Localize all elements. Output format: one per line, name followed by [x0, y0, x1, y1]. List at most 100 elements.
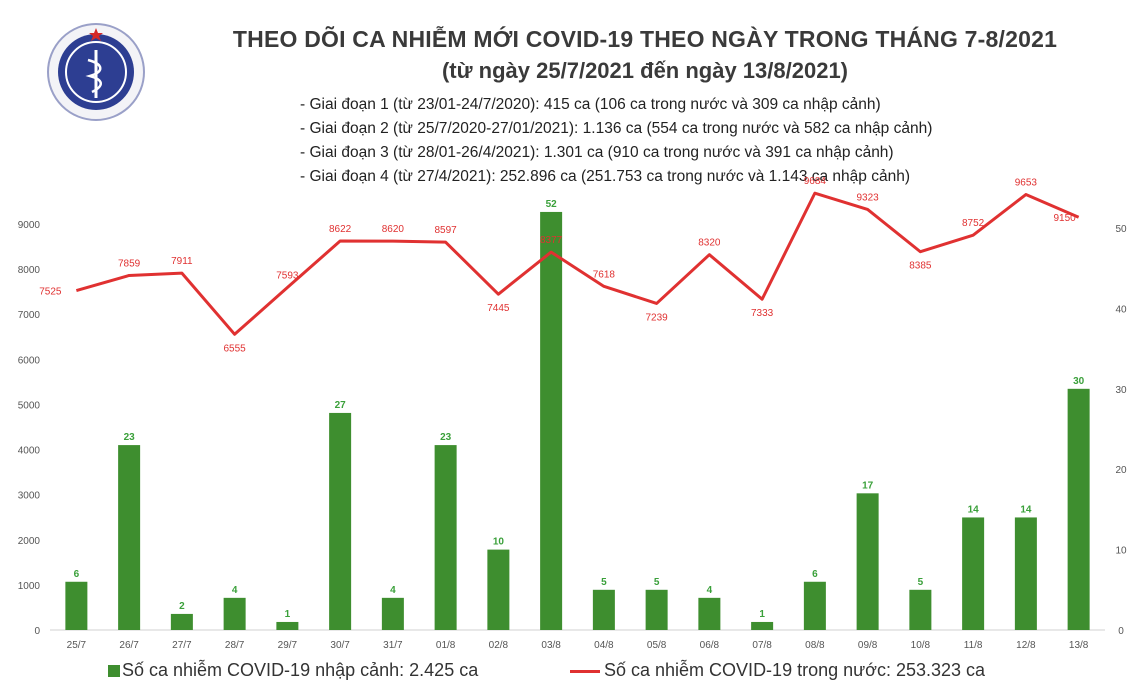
bar-31/7	[381, 597, 404, 630]
bar-27/7	[170, 613, 193, 630]
y-right-tick-3: 30	[1115, 385, 1127, 396]
y-left-tick-1: 1000	[18, 581, 41, 592]
bar-label-29/7: 1	[285, 609, 291, 620]
legend-line-swatch	[570, 669, 600, 673]
x-tick-07/8: 07/8	[752, 640, 772, 651]
y-right-tick-5: 50	[1115, 224, 1127, 235]
bar-06/8	[698, 597, 721, 630]
y-left-tick-5: 5000	[18, 400, 41, 411]
bar-label-01/8: 23	[440, 432, 452, 443]
bar-28/7	[223, 597, 246, 630]
bar-04/8	[592, 589, 615, 630]
x-tick-02/8: 02/8	[489, 640, 509, 651]
y-left-tick-6: 6000	[18, 355, 41, 366]
line-label-29/7: 7593	[276, 270, 299, 281]
bar-label-06/8: 4	[707, 585, 713, 596]
bar-02/8	[487, 549, 510, 630]
bar-label-30/7: 27	[335, 400, 347, 411]
y-left-tick-0: 0	[34, 626, 40, 637]
x-tick-06/8: 06/8	[700, 640, 720, 651]
line-label-08/8: 9684	[804, 176, 827, 187]
line-label-10/8: 8385	[909, 261, 932, 272]
line-label-28/7: 6555	[224, 343, 247, 354]
chart-title: THEO DÕI CA NHIỄM MỚI COVID-19 THEO NGÀY…	[232, 26, 1058, 52]
line-label-11/8: 8752	[962, 218, 985, 229]
x-tick-11/8: 11/8	[964, 640, 983, 651]
bar-01/8	[434, 445, 457, 630]
bar-26/7	[118, 445, 141, 630]
bar-label-12/8: 14	[1020, 504, 1032, 515]
ministry-of-health-logo	[47, 23, 145, 121]
phase-line-4: - Giai đoạn 4 (từ 27/4/2021): 252.896 ca…	[300, 168, 910, 185]
legend-bar-label: Số ca nhiễm COVID-19 nhập cảnh: 2.425 ca	[122, 660, 479, 680]
x-tick-10/8: 10/8	[911, 640, 931, 651]
x-tick-04/8: 04/8	[594, 640, 614, 651]
x-tick-26/7: 26/7	[119, 640, 139, 651]
bar-label-07/8: 1	[759, 609, 765, 620]
bar-label-26/7: 23	[124, 432, 136, 443]
y-left-tick-2: 2000	[18, 536, 41, 547]
bar-label-09/8: 17	[862, 480, 874, 491]
x-tick-31/7: 31/7	[383, 640, 403, 651]
phase-line-3: - Giai đoạn 3 (từ 28/01-26/4/2021): 1.30…	[300, 144, 894, 161]
bar-label-28/7: 4	[232, 585, 238, 596]
bar-29/7	[276, 621, 299, 630]
x-tick-13/8: 13/8	[1069, 640, 1089, 651]
line-label-31/7: 8620	[382, 224, 405, 235]
bar-12/8	[1014, 517, 1037, 630]
bar-label-04/8: 5	[601, 577, 607, 588]
y-right-tick-1: 10	[1115, 546, 1127, 557]
line-label-12/8: 9653	[1015, 178, 1038, 189]
phase-line-2: - Giai đoạn 2 (từ 25/7/2020-27/01/2021):…	[300, 120, 933, 137]
x-tick-09/8: 09/8	[858, 640, 878, 651]
x-tick-30/7: 30/7	[330, 640, 350, 651]
legend-line: Số ca nhiễm COVID-19 trong nước: 253.323…	[570, 660, 985, 681]
line-label-03/8: 8377	[540, 235, 563, 246]
line-label-04/8: 7618	[593, 269, 616, 280]
x-tick-29/7: 29/7	[278, 640, 298, 651]
bar-13/8	[1067, 388, 1090, 630]
y-left-tick-8: 8000	[18, 265, 41, 276]
bar-label-02/8: 10	[493, 537, 505, 548]
bar-label-05/8: 5	[654, 577, 660, 588]
y-left-tick-4: 4000	[18, 446, 41, 457]
bar-09/8	[856, 493, 879, 630]
header: THEO DÕI CA NHIỄM MỚI COVID-19 THEO NGÀY…	[0, 0, 1148, 200]
bar-05/8	[645, 589, 668, 630]
line-label-07/8: 7333	[751, 308, 774, 319]
line-label-30/7: 8622	[329, 224, 352, 235]
bar-label-10/8: 5	[918, 577, 924, 588]
bar-25/7	[65, 581, 88, 630]
x-tick-12/8: 12/8	[1016, 640, 1036, 651]
chart-subtitle: (từ ngày 25/7/2021 đến ngày 13/8/2021)	[441, 58, 849, 83]
bar-label-11/8: 14	[968, 504, 980, 515]
bar-10/8	[909, 589, 932, 630]
line-label-05/8: 7239	[646, 312, 669, 323]
bar-label-03/8: 52	[546, 199, 558, 210]
legend-line-label: Số ca nhiễm COVID-19 trong nước: 253.323…	[604, 660, 986, 680]
bar-label-27/7: 2	[179, 601, 185, 612]
line-label-27/7: 7911	[171, 256, 193, 267]
bar-03/8	[540, 211, 563, 630]
y-left-tick-3: 3000	[18, 491, 41, 502]
line-label-09/8: 9323	[857, 192, 880, 203]
bar-11/8	[962, 517, 985, 630]
y-right-tick-2: 20	[1115, 465, 1127, 476]
line-label-06/8: 8320	[698, 238, 721, 249]
x-tick-08/8: 08/8	[805, 640, 825, 651]
x-tick-25/7: 25/7	[67, 640, 87, 651]
bar-label-31/7: 4	[390, 585, 396, 596]
y-left-tick-7: 7000	[18, 310, 41, 321]
line-label-02/8: 7445	[487, 303, 510, 314]
bar-08/8	[803, 581, 826, 630]
y-left-tick-9: 9000	[18, 220, 41, 231]
phase-line-1: - Giai đoạn 1 (từ 23/01-24/7/2020): 415 …	[300, 96, 881, 113]
bar-label-13/8: 30	[1073, 376, 1085, 387]
line-label-26/7: 7859	[118, 258, 141, 269]
legend-bar: Số ca nhiễm COVID-19 nhập cảnh: 2.425 ca	[108, 660, 478, 681]
bar-30/7	[329, 412, 352, 630]
bar-label-25/7: 6	[74, 569, 80, 580]
bar-label-08/8: 6	[812, 569, 818, 580]
